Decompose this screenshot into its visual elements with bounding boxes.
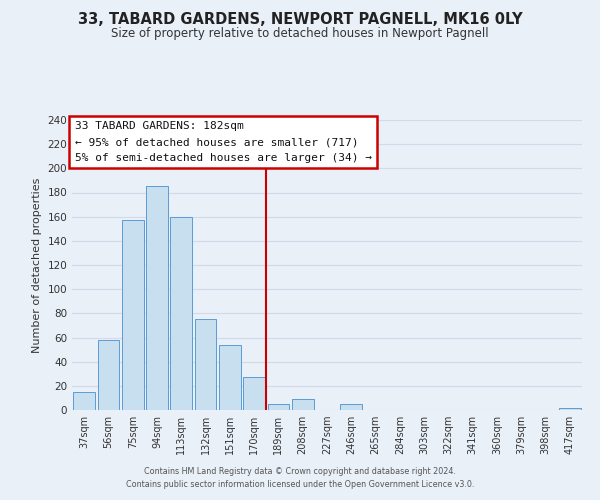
Y-axis label: Number of detached properties: Number of detached properties (32, 178, 42, 352)
Bar (268, 404, 289, 410)
Bar (292, 399, 314, 410)
Bar (194, 320, 217, 410)
Bar (97, 340, 119, 410)
Bar (243, 378, 265, 410)
Bar (122, 220, 143, 410)
Bar (170, 216, 192, 410)
Bar (340, 404, 362, 410)
Text: 33, TABARD GARDENS, NEWPORT PAGNELL, MK16 0LY: 33, TABARD GARDENS, NEWPORT PAGNELL, MK1… (77, 12, 523, 28)
Text: 33 TABARD GARDENS: 182sqm
← 95% of detached houses are smaller (717)
5% of semi-: 33 TABARD GARDENS: 182sqm ← 95% of detac… (74, 122, 371, 162)
Text: Contains HM Land Registry data © Crown copyright and database right 2024.
Contai: Contains HM Land Registry data © Crown c… (126, 468, 474, 489)
Bar (219, 345, 241, 410)
Bar (73, 392, 95, 410)
Bar (146, 186, 168, 410)
Bar (559, 408, 581, 410)
Text: Size of property relative to detached houses in Newport Pagnell: Size of property relative to detached ho… (111, 28, 489, 40)
